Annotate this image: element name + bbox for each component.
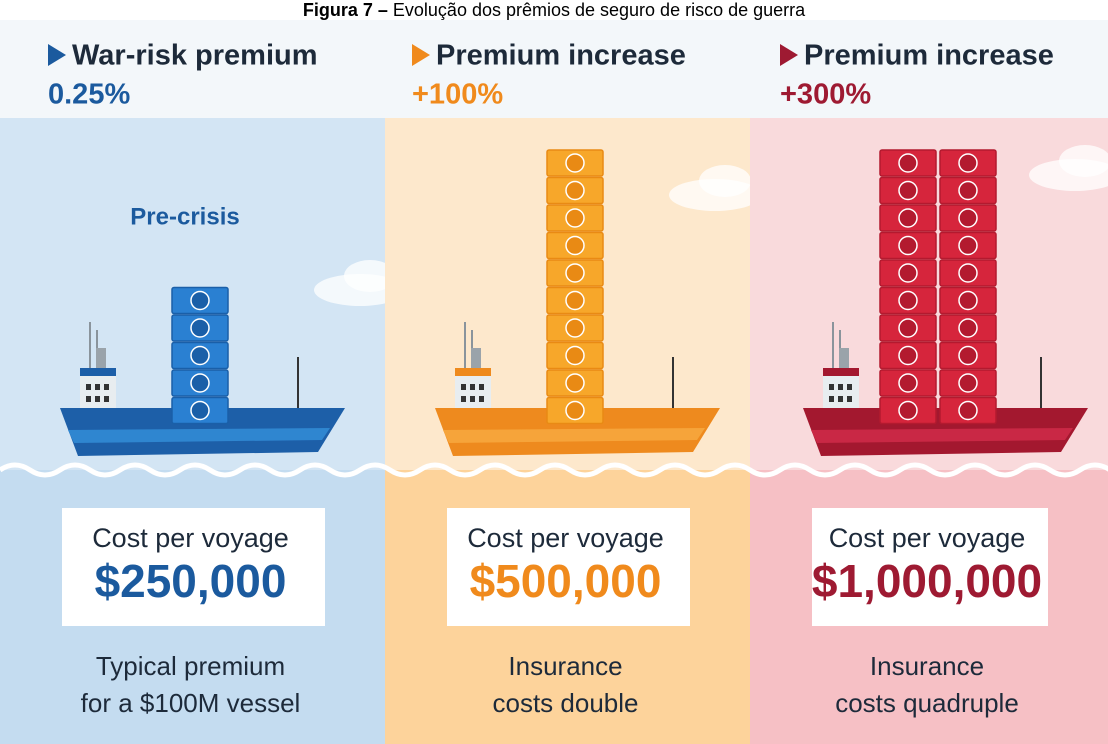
window	[838, 384, 843, 390]
rate: +300%	[780, 79, 871, 111]
cost: $1,000,000	[812, 555, 1042, 607]
panels: War-risk premium 0.25% Pre-crisis Cost per …	[0, 40, 1108, 744]
cost-label: Cost per voyage	[829, 523, 1026, 553]
infographic: Figura 7 – Evolução dos prêmios de segur…	[0, 0, 1108, 744]
bill-coin	[899, 292, 917, 310]
window	[86, 384, 91, 390]
cost: $250,000	[95, 555, 287, 607]
bill-coin	[566, 374, 584, 392]
note: Typical premium	[96, 651, 285, 681]
bill-coin	[899, 347, 917, 365]
bill-coin	[899, 319, 917, 337]
window	[461, 384, 466, 390]
bill-coin	[191, 292, 209, 310]
bill-coin	[191, 374, 209, 392]
bill-coin	[191, 319, 209, 337]
bill-coin	[566, 264, 584, 282]
window	[470, 384, 475, 390]
rate: +100%	[412, 79, 503, 111]
bill-coin	[959, 264, 977, 282]
window	[479, 384, 484, 390]
bill-coin	[566, 292, 584, 310]
cost-label: Cost per voyage	[467, 523, 664, 553]
bill-coin	[566, 154, 584, 172]
bill-coin	[959, 319, 977, 337]
caption-label: Figura 7 –	[303, 0, 388, 20]
note: Insurance	[870, 651, 984, 681]
window	[847, 396, 852, 402]
bill-coin	[899, 237, 917, 255]
window	[838, 396, 843, 402]
window	[461, 396, 466, 402]
funnel	[839, 348, 849, 368]
bill-coin	[899, 209, 917, 227]
bill-coin	[566, 347, 584, 365]
bill-coin	[959, 292, 977, 310]
bill-coin	[959, 374, 977, 392]
cloud	[699, 165, 751, 197]
bill-coin	[566, 237, 584, 255]
bill-coin	[566, 319, 584, 337]
window	[470, 396, 475, 402]
window	[479, 396, 484, 402]
funnel	[471, 348, 481, 368]
cost-label: Cost per voyage	[92, 523, 289, 553]
window	[95, 384, 100, 390]
window	[847, 384, 852, 390]
caption: Figura 7 – Evolução dos prêmios de segur…	[303, 0, 806, 20]
caption-text: Evolução dos prêmios de seguro de risco …	[393, 0, 806, 20]
window	[104, 396, 109, 402]
note: for a $100M vessel	[81, 688, 301, 718]
bill-coin	[899, 374, 917, 392]
bill-coin	[959, 237, 977, 255]
bill-coin	[191, 347, 209, 365]
bill-coin	[899, 182, 917, 200]
bridge-top	[80, 368, 116, 376]
heading: Premium increase	[436, 40, 686, 72]
note: Insurance	[508, 651, 622, 681]
window	[86, 396, 91, 402]
window	[95, 396, 100, 402]
note: costs double	[493, 688, 639, 718]
cost: $500,000	[470, 555, 662, 607]
bridge-top	[823, 368, 859, 376]
bill-coin	[899, 264, 917, 282]
badge: Pre-crisis	[130, 203, 239, 230]
bridge-top	[455, 368, 491, 376]
bill-coin	[899, 154, 917, 172]
funnel	[96, 348, 106, 368]
bill-coin	[959, 182, 977, 200]
rate: 0.25%	[48, 79, 130, 111]
note: costs quadruple	[835, 688, 1019, 718]
bill-coin	[566, 182, 584, 200]
window	[104, 384, 109, 390]
heading: War-risk premium	[72, 40, 318, 72]
bill-coin	[899, 402, 917, 420]
window	[829, 396, 834, 402]
bill-coin	[959, 347, 977, 365]
window	[829, 384, 834, 390]
bill-coin	[959, 209, 977, 227]
heading: Premium increase	[804, 40, 1054, 72]
bill-coin	[959, 402, 977, 420]
bill-coin	[959, 154, 977, 172]
bill-coin	[566, 209, 584, 227]
bill-coin	[566, 402, 584, 420]
bill-coin	[191, 402, 209, 420]
